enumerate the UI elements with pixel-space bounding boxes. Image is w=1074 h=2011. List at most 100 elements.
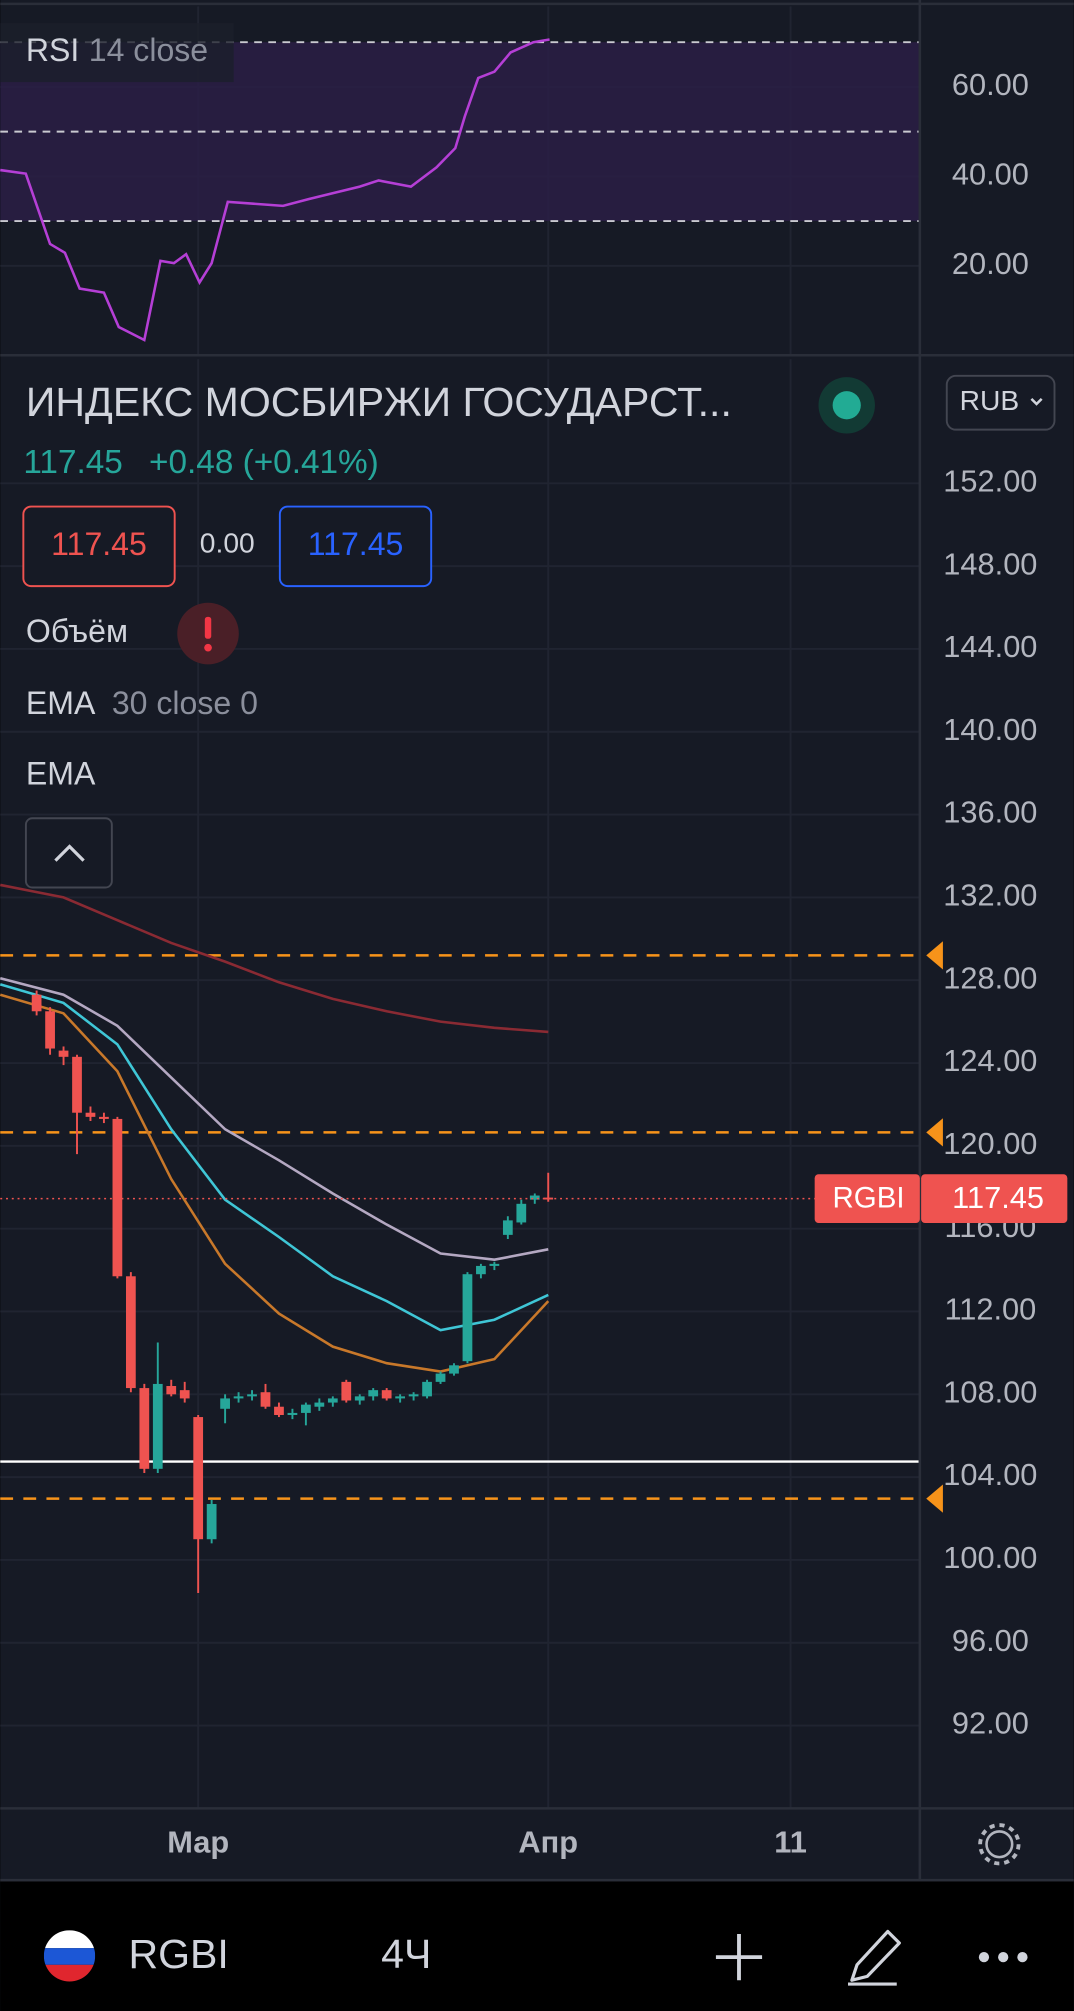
candle-body — [125, 1276, 136, 1389]
candle-body — [395, 1396, 406, 1399]
candle-body — [435, 1373, 446, 1382]
collapse-button[interactable] — [24, 817, 113, 889]
y-tick-label: 92.00 — [952, 1706, 1029, 1741]
y-tick-label: 152.00 — [943, 463, 1037, 498]
candle-body — [368, 1390, 379, 1397]
symbol[interactable]: RGBI — [129, 1931, 229, 1977]
candle-body — [274, 1406, 284, 1415]
indicator-name: Объём — [26, 613, 128, 649]
y-tick-label: 20.00 — [952, 246, 1029, 281]
candle-body — [58, 1050, 69, 1057]
spread: 0.00 — [200, 527, 255, 559]
candle-body — [502, 1220, 513, 1235]
candle-body — [408, 1394, 419, 1397]
candle-body — [314, 1402, 325, 1407]
candle-body — [516, 1203, 527, 1223]
y-tick-label: 112.00 — [944, 1292, 1036, 1327]
flag-icon — [43, 1930, 96, 1982]
candle-body — [301, 1404, 311, 1413]
y-tick-label: 132.00 — [943, 878, 1037, 913]
candle-body — [422, 1381, 432, 1397]
price-tag-symbol-label: RGBI — [832, 1182, 904, 1215]
y-tick-label: 136.00 — [943, 795, 1037, 830]
x-tick-label: 11 — [774, 1824, 807, 1859]
candle-body — [193, 1417, 204, 1540]
rsi-line — [0, 38, 550, 342]
settings-icon[interactable] — [985, 1830, 1014, 1859]
warning-icon — [204, 616, 212, 639]
y-tick-label: 148.00 — [943, 546, 1037, 581]
level-handle — [926, 941, 943, 970]
last-price: 117.45 — [23, 444, 122, 481]
candle-body — [72, 1056, 82, 1113]
y-tick-label: 108.00 — [943, 1374, 1037, 1409]
indicator-name: EMA — [26, 685, 96, 721]
candle-body — [166, 1386, 177, 1395]
level-handle — [926, 1484, 943, 1513]
ema-line — [0, 883, 549, 1034]
rsi-params: 14 close — [89, 32, 208, 68]
warning-dot — [204, 643, 212, 652]
bid-price: 117.45 — [51, 526, 147, 562]
ema-line — [0, 983, 549, 1332]
candle-body — [206, 1504, 217, 1540]
indicator-name: EMA — [26, 755, 96, 791]
rsi-label: RSI — [26, 32, 79, 68]
candle-body — [260, 1392, 271, 1407]
candle-body — [449, 1365, 459, 1374]
currency-button[interactable] — [945, 374, 1056, 431]
candle-body — [139, 1388, 150, 1469]
candle-body — [341, 1381, 352, 1401]
more-icon[interactable] — [978, 1952, 1028, 1963]
candle-body — [179, 1390, 190, 1399]
y-tick-label: 104.00 — [943, 1457, 1037, 1492]
candle-body — [99, 1116, 109, 1119]
candle-body — [45, 1011, 55, 1049]
indicator-params: 30 close 0 — [112, 685, 258, 721]
y-tick-label: 120.00 — [943, 1126, 1037, 1161]
ask-price: 117.45 — [308, 526, 404, 562]
rsi-legend-bg — [0, 23, 234, 83]
price-tag-value-label: 117.45 — [952, 1180, 1044, 1215]
candle-body — [220, 1398, 230, 1409]
currency-label: RUB — [960, 384, 1020, 416]
ema-line — [0, 976, 549, 1261]
price-change: +0.48 (+0.41%) — [149, 444, 379, 481]
candle-body — [31, 994, 42, 1012]
level-handle — [926, 1118, 943, 1147]
candle-body — [462, 1274, 473, 1362]
y-tick-label: 140.00 — [943, 712, 1037, 747]
candle-body — [287, 1412, 298, 1415]
candle-body — [529, 1195, 540, 1200]
candle-body — [152, 1383, 163, 1469]
candle-body — [247, 1394, 257, 1397]
collapse-icon — [54, 844, 85, 862]
candle-body — [112, 1118, 123, 1277]
draw-icon[interactable] — [848, 1929, 901, 1986]
y-tick-label: 96.00 — [952, 1623, 1029, 1658]
interval[interactable]: 4Ч — [381, 1931, 431, 1977]
candle-body — [381, 1390, 392, 1399]
candle-body — [85, 1112, 96, 1117]
sell-button[interactable] — [22, 505, 176, 588]
y-tick-label: 128.00 — [943, 960, 1037, 995]
candle-body — [476, 1265, 486, 1275]
y-tick-label: 124.00 — [943, 1043, 1037, 1078]
currency-chevron — [1030, 397, 1043, 406]
y-tick-label: 100.00 — [943, 1540, 1037, 1575]
candle-body — [233, 1396, 244, 1399]
add-icon[interactable] — [715, 1934, 763, 1981]
market-status — [832, 391, 861, 420]
settings-teeth — [978, 1823, 1021, 1866]
candle-body — [327, 1398, 338, 1403]
price-tag-value — [921, 1174, 1068, 1224]
y-tick-label: 40.00 — [952, 156, 1029, 191]
y-tick-label: 60.00 — [952, 67, 1029, 102]
candle-body — [543, 1197, 554, 1200]
buy-button[interactable] — [278, 505, 433, 588]
instrument-title: ИНДЕКС МОСБИРЖИ ГОСУДАРСТ... — [26, 379, 732, 425]
x-tick-label: Мар — [167, 1824, 229, 1859]
